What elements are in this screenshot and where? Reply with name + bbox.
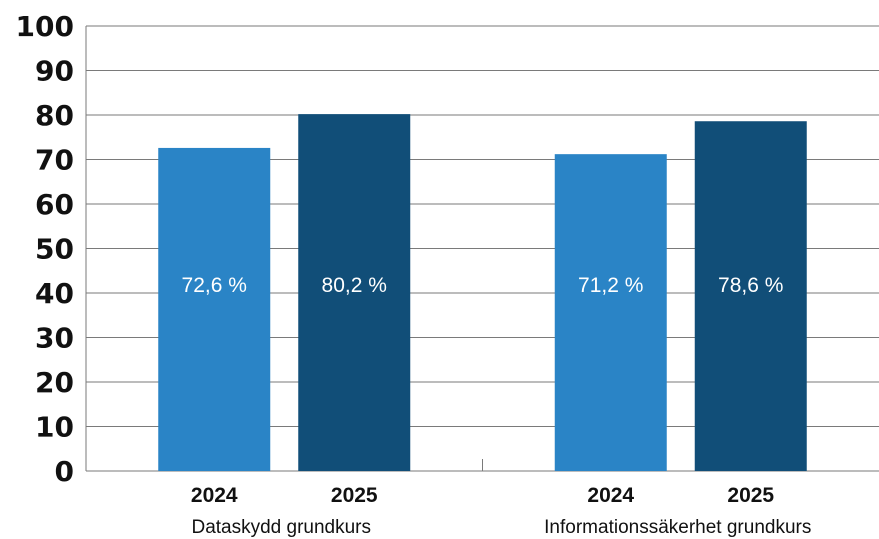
y-axis: 0 10 20 30 40 50 60 70 80 90 100: [16, 10, 87, 488]
group-label: Dataskydd grundkurs: [191, 517, 371, 538]
bar: [298, 114, 411, 472]
y-tick-label: 10: [35, 411, 74, 444]
y-tick-label: 20: [35, 366, 74, 399]
x-tick-label: 2024: [587, 484, 634, 507]
bar: [158, 147, 271, 471]
y-tick-label: 70: [35, 144, 74, 177]
bar-value-label: 71,2 %: [578, 274, 643, 297]
y-tick-label: 80: [35, 99, 74, 132]
x-tick-label: 2025: [331, 484, 378, 507]
y-tick-label: 30: [35, 322, 74, 355]
y-tick-label: 0: [55, 455, 74, 488]
bar: [694, 121, 807, 471]
x-tick-label: 2025: [727, 484, 774, 507]
group-label: Informationssäkerhet grundkurs: [544, 517, 811, 538]
bar-value-label: 78,6 %: [718, 274, 783, 297]
y-tick-label: 40: [35, 277, 74, 310]
x-tick-label: 2024: [191, 484, 238, 507]
y-tick-label: 100: [16, 10, 74, 43]
bar-value-label: 80,2 %: [322, 274, 387, 297]
bar-value-label: 72,6 %: [182, 274, 247, 297]
x-axis: 2024 2025 Dataskydd grundkurs 2024 2025 Infor…: [191, 459, 811, 538]
y-tick-label: 60: [35, 188, 74, 221]
y-tick-label: 50: [35, 233, 74, 266]
bar: [554, 154, 667, 471]
bars: 72,6 % 80,2 % 71,2 % 78,6 %: [158, 114, 807, 472]
y-tick-label: 90: [35, 55, 74, 88]
